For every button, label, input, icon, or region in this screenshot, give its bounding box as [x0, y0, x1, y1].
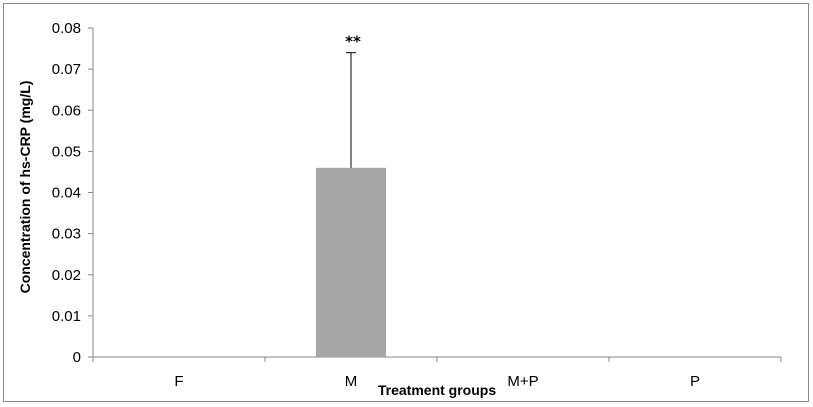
x-tick-label: M+P: [507, 373, 538, 390]
y-tick-label: 0.05: [52, 143, 81, 160]
y-tick-label: 0.08: [52, 20, 81, 37]
y-tick-label: 0.01: [52, 308, 81, 325]
x-tick-label: M: [345, 373, 358, 390]
y-tick-label: 0.06: [52, 102, 81, 119]
bar: [316, 167, 386, 357]
y-tick-label: 0.02: [52, 267, 81, 284]
x-tick-label: F: [174, 373, 183, 390]
axes: [92, 28, 782, 362]
y-axis-title: Concentration of hs-CRP (mg/L): [17, 81, 33, 294]
x-axis-title: Treatment groups: [378, 382, 496, 398]
y-tick-label: 0.07: [52, 61, 81, 78]
x-axis-labels: F M M+P P: [174, 373, 700, 390]
y-axis-ticks: 0 0.01 0.02 0.03 0.04 0.05 0.06 0.07 0.08: [52, 20, 93, 366]
y-tick-label: 0: [73, 349, 81, 366]
y-tick-label: 0.03: [52, 226, 81, 243]
y-tick-label: 0.04: [52, 185, 81, 202]
chart-frame: [3, 3, 809, 402]
x-tick-label: P: [690, 373, 700, 390]
bars: **: [316, 33, 386, 357]
significance-marker: **: [345, 33, 361, 51]
